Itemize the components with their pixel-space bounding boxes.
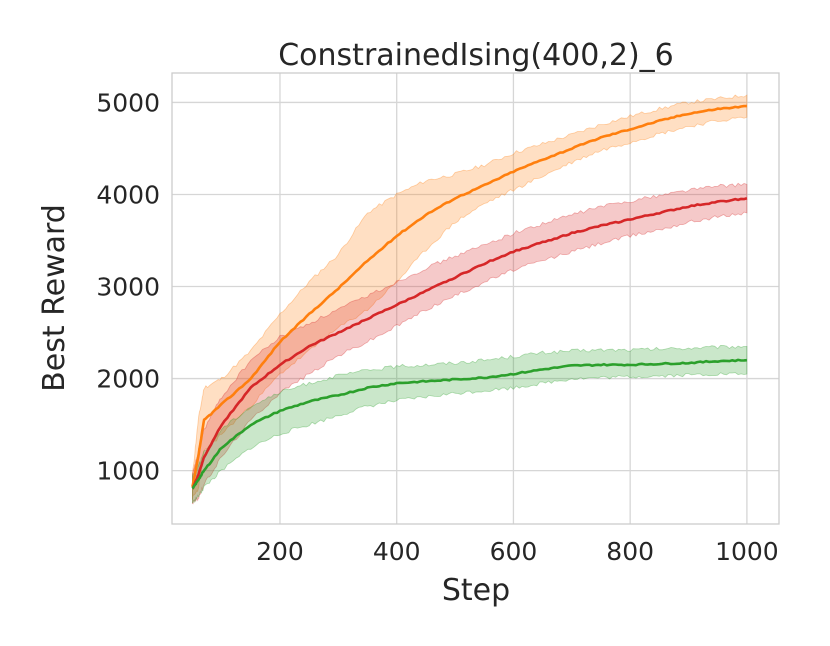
y-tick-labels: 1000 2000 3000 4000 5000: [96, 88, 160, 485]
y-tick-label: 2000: [96, 365, 160, 394]
series-band-1: [192, 94, 748, 500]
y-tick-label: 3000: [96, 273, 160, 302]
series-line-2: [191, 196, 748, 490]
y-tick-label: 1000: [96, 457, 160, 486]
series-lines: [191, 104, 748, 490]
plot-frame: [171, 72, 780, 525]
x-axis-label: Step: [442, 573, 510, 608]
x-tick-label: 1000: [715, 537, 779, 566]
grid: [172, 73, 779, 524]
series-band-3: [192, 344, 748, 504]
x-tick-label: 800: [606, 537, 654, 566]
x-tick-labels: 200 400 600 800 1000: [256, 537, 779, 566]
y-tick-label: 4000: [96, 180, 160, 209]
y-tick-label: 5000: [96, 88, 160, 117]
x-tick-label: 600: [490, 537, 538, 566]
confidence-bands: [192, 94, 748, 505]
series-line-1: [191, 104, 747, 488]
series-line-3: [191, 358, 747, 490]
series-band-2: [192, 182, 748, 505]
x-tick-label: 200: [256, 537, 304, 566]
y-axis-label: Best Reward: [37, 204, 72, 392]
x-tick-label: 400: [373, 537, 421, 566]
chart-title: ConstrainedIsing(400,2)_6: [278, 38, 674, 73]
